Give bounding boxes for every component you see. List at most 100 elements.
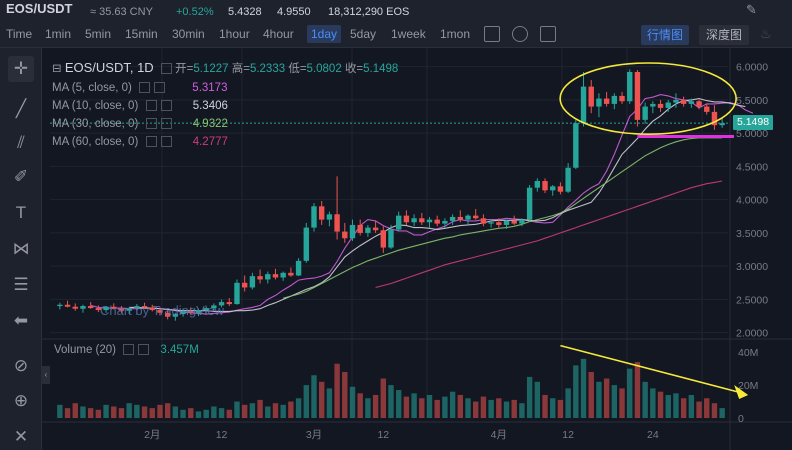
zoom-icon[interactable]: ⊕ — [13, 391, 29, 410]
high-label: 高= — [231, 63, 250, 75]
ma10-settings-icon[interactable] — [145, 100, 157, 111]
tf-1mon[interactable]: 1mon — [440, 27, 471, 41]
price-tick-label: 2.0000 — [736, 328, 768, 340]
ma10-close-icon[interactable] — [160, 100, 172, 111]
arrow-left-icon[interactable]: ⬅ — [13, 311, 29, 330]
volume-bar — [419, 398, 425, 418]
tf-1min[interactable]: 1min — [45, 27, 72, 41]
candle-body — [249, 276, 256, 288]
trend-line-icon[interactable]: ╱ — [15, 99, 27, 118]
candle-body — [272, 274, 279, 278]
ma60-settings-icon[interactable] — [145, 136, 157, 147]
pattern-tool-icon[interactable]: ⋈ — [12, 239, 30, 258]
tf-15min[interactable]: 15min — [125, 27, 158, 41]
brush-tool-icon[interactable]: ✐ — [13, 167, 29, 186]
close-tool-icon[interactable]: ✕ — [13, 427, 29, 446]
candle-body — [218, 302, 225, 306]
volume-bar — [334, 363, 340, 418]
price-tick-label: 4.5000 — [736, 161, 768, 173]
tf-1day[interactable]: 1day — [307, 25, 342, 43]
volume-settings-icon[interactable] — [123, 344, 135, 355]
ma30-settings-icon[interactable] — [145, 118, 157, 129]
flame-icon: ♨ — [760, 26, 772, 41]
volume-bar — [234, 401, 240, 418]
candle-body — [103, 306, 109, 311]
candle-body — [349, 224, 356, 239]
panel-collapse-icon[interactable]: ‹ — [42, 366, 50, 384]
tf-5min[interactable]: 5min — [85, 27, 112, 41]
tf-30min[interactable]: 30min — [172, 27, 205, 41]
ma60-close-icon[interactable] — [160, 136, 172, 147]
legend-title: EOS/USDT, 1D — [64, 60, 154, 75]
volume-bar — [149, 408, 155, 418]
screenshot-icon[interactable] — [540, 26, 556, 42]
candle-body — [488, 222, 494, 224]
tf-time[interactable]: Time — [6, 27, 33, 41]
candle-body — [588, 86, 594, 107]
volume-bar — [550, 398, 556, 418]
volume-bar — [64, 408, 71, 418]
candle-body — [627, 71, 633, 102]
tf-4hour[interactable]: 4hour — [263, 27, 294, 41]
volume-bar — [603, 378, 610, 418]
candle-body — [241, 282, 248, 288]
volume-bar — [141, 406, 148, 418]
depth-chart-button[interactable]: 深度图 — [699, 25, 749, 45]
volume-bar — [465, 398, 471, 418]
tf-5day[interactable]: 5day — [350, 27, 377, 41]
fib-tool-icon[interactable]: ⫽ — [17, 133, 25, 152]
volume-tick-label: 0 — [738, 413, 744, 425]
candle-body — [665, 102, 671, 108]
text-tool-icon[interactable]: T — [15, 203, 27, 222]
legend-collapse-icon[interactable]: ⊟ — [52, 63, 62, 75]
measure-tool-icon[interactable]: ☰ — [13, 275, 29, 294]
time-tick-label: 12 — [216, 429, 228, 441]
open-label: 开= — [175, 63, 194, 75]
ma10-legend-row: MA (10, close, 0) 5.3406 — [52, 98, 228, 114]
candle-body — [419, 218, 425, 223]
volume-series — [57, 358, 725, 418]
candle-body — [64, 304, 71, 307]
paintbrush-icon[interactable]: ✎ — [746, 2, 757, 17]
volume-bar — [411, 393, 417, 418]
candle-body — [388, 229, 394, 248]
ma30-label: MA (30, close, 0) — [52, 118, 139, 130]
price-tick-label: 3.5000 — [736, 228, 768, 240]
volume-bar — [218, 408, 225, 418]
volume-bar — [103, 404, 109, 418]
crosshair-icon[interactable]: ✛ — [8, 56, 34, 82]
candle-body — [172, 314, 179, 317]
tf-1week[interactable]: 1week — [391, 27, 426, 41]
candle-body — [257, 276, 263, 280]
ma5-settings-icon[interactable] — [139, 82, 151, 93]
candle-body — [496, 222, 502, 225]
ma5-close-icon[interactable] — [154, 82, 166, 93]
ticker-symbol[interactable]: EOS/USDT — [6, 1, 73, 16]
candle-body — [573, 123, 579, 168]
settings-gear-icon[interactable] — [512, 26, 528, 42]
volume-bar — [349, 386, 356, 418]
candle-body — [118, 308, 125, 311]
open-value: 5.1227 — [193, 63, 229, 75]
volume-bar — [496, 398, 502, 418]
quote-chart-button[interactable]: 行情图 — [641, 25, 689, 45]
candle-body — [503, 220, 510, 225]
ohlc-legend-row: ⊟ EOS/USDT, 1D 开=5.1227 高=5.2333 低=5.080… — [52, 60, 398, 76]
volume-bar — [365, 398, 371, 418]
volume-bar — [342, 371, 348, 418]
price-chart[interactable]: 2.0000 2.5000 3.0000 3.5000 4.0000 4.5000 5.00… — [42, 48, 792, 450]
volume-bar — [434, 399, 440, 418]
candle-body — [603, 98, 610, 104]
user-annotations — [559, 62, 749, 399]
indicator-icon[interactable] — [484, 26, 500, 42]
candle-body — [526, 187, 533, 220]
legend-settings-icon[interactable] — [160, 63, 172, 74]
ma30-close-icon[interactable] — [160, 118, 172, 129]
volume-bar — [657, 391, 664, 418]
ruler-icon[interactable]: ⊘ — [13, 356, 29, 375]
price-tick-label: 2.5000 — [736, 294, 768, 306]
tf-1hour[interactable]: 1hour — [219, 27, 250, 41]
volume-bar — [180, 409, 186, 418]
ma10-line — [129, 98, 746, 312]
volume-close-icon[interactable] — [138, 344, 150, 355]
